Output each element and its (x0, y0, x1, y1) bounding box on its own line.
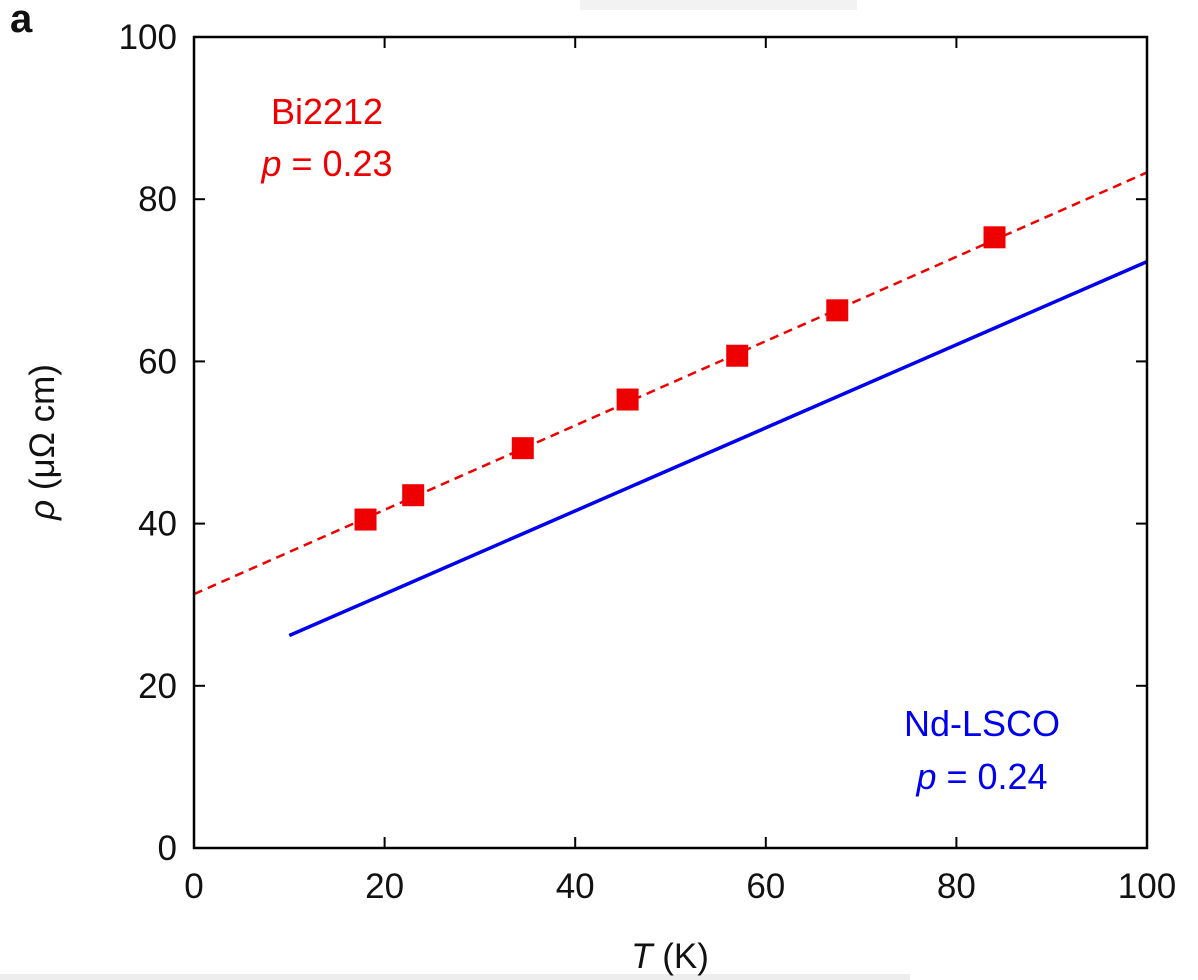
x-tick-label: 60 (746, 867, 785, 906)
bi2212-doping-var: p (260, 143, 281, 184)
x-tick-label: 40 (556, 867, 595, 906)
x-tick-label: 80 (937, 867, 976, 906)
y-axis-var: ρ (23, 500, 62, 521)
bi2212-doping-label: p = 0.23 (260, 143, 392, 184)
bi2212-data-point (983, 226, 1006, 249)
bi2212-doping-value: = 0.23 (281, 143, 392, 184)
bi2212-data-point (354, 508, 377, 531)
y-tick-label: 20 (138, 667, 177, 706)
ndlsco-doping-var: p (915, 756, 936, 797)
bottom-strip (0, 974, 910, 980)
ndlsco-annotation: Nd-LSCO p = 0.24 (904, 703, 1060, 797)
y-tick-label: 60 (138, 342, 177, 381)
x-tick-label: 0 (184, 867, 203, 906)
x-axis-var: T (631, 937, 655, 976)
y-axis-unit: (μΩ cm) (23, 364, 62, 500)
y-axis-label: ρ (μΩ cm) (23, 364, 62, 521)
y-tick-label: 100 (119, 18, 177, 57)
series-layer (193, 171, 1148, 638)
x-axis-unit: (K) (653, 937, 709, 976)
y-tick-label: 40 (138, 505, 177, 544)
bi2212-data-point (616, 388, 639, 411)
x-tick-label: 100 (1118, 867, 1176, 906)
bi2212-annotation: Bi2212 p = 0.23 (260, 91, 392, 184)
bi2212-fit-line (193, 171, 1148, 596)
ndlsco-doping-value: = 0.24 (936, 756, 1047, 797)
ndlsco-line (288, 260, 1148, 638)
y-tick-label: 80 (138, 180, 177, 219)
bi2212-data-point (511, 437, 534, 460)
y-tick-label: 0 (158, 829, 177, 868)
bi2212-name-label: Bi2212 (271, 91, 383, 132)
x-tick-label: 20 (365, 867, 404, 906)
bi2212-data-point (826, 299, 849, 322)
axis-ticks: 0 20 40 60 80 100 0 20 40 60 80 100 (119, 18, 1177, 906)
top-strip (580, 0, 857, 10)
ndlsco-doping-label: p = 0.24 (915, 756, 1047, 797)
bi2212-data-point (402, 484, 425, 507)
x-axis-label: T (K) (631, 937, 709, 976)
panel-label: a (10, 0, 33, 41)
ndlsco-name-label: Nd-LSCO (904, 703, 1060, 744)
bi2212-data-point (726, 344, 749, 367)
plot-frame (192, 35, 1149, 850)
